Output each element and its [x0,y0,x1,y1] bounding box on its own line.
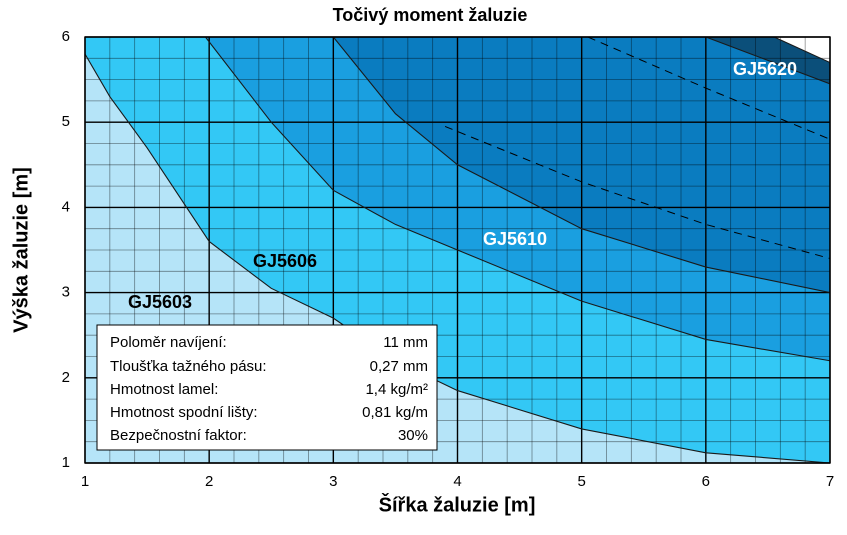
dashed-line [587,37,830,140]
x-tick-label: 6 [702,473,710,490]
region-label: GJ5603 [128,292,192,312]
region-label: GJ5610 [483,229,547,249]
plot-frame [84,36,831,464]
info-label: Bezpečnostní faktor: [110,427,247,444]
boundary-line [705,37,830,85]
y-tick-label: 2 [62,369,70,386]
y-tick-label: 6 [62,28,70,45]
info-label: Hmotnost spodní lišty: [110,404,258,421]
info-value: 30% [398,427,428,444]
x-tick-label: 2 [205,473,213,490]
x-tick-label: 7 [826,473,834,490]
y-tick-label: 1 [62,454,70,471]
info-value: 0,81 kg/m [362,404,428,421]
boundary-line [85,53,830,463]
info-label: Tloušťka tažného pásu: [110,358,267,375]
info-label: Hmotnost lamel: [110,381,218,398]
y-tick-label: 4 [62,198,70,215]
region-label: GJ5620 [733,59,797,79]
info-box [96,324,438,451]
info-value: 11 mm [383,334,428,351]
y-axis-label: Výška žaluzie [m] [10,167,32,333]
info-value: 0,27 mm [370,358,428,375]
dashed-line [444,125,830,260]
x-tick-label: 5 [577,473,585,490]
x-tick-label: 3 [329,473,337,490]
y-tick-label: 5 [62,113,70,130]
boundary-line [205,37,830,362]
x-tick-label: 4 [453,473,461,490]
info-value: 1,4 kg/m² [365,381,428,398]
x-axis-label: Šířka žaluzie [m] [379,492,536,516]
info-label: Poloměr navíjení: [110,334,227,351]
region-label: GJ5606 [253,251,317,271]
y-tick-label: 3 [62,284,70,301]
x-tick-label: 1 [81,473,89,490]
chart-title: Točivý moment žaluzie [333,5,528,25]
boundary-line [773,37,830,64]
boundary-line [332,37,830,294]
